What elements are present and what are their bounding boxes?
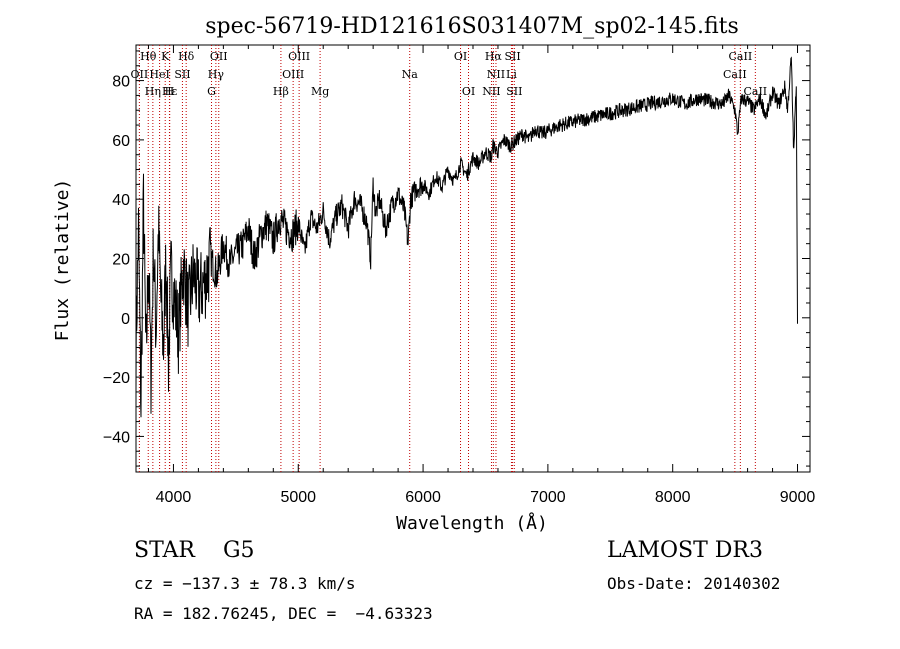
emission-line-label: CaII bbox=[723, 68, 747, 81]
emission-line-label: OIII bbox=[282, 68, 304, 81]
emission-line-label: OI bbox=[462, 85, 475, 98]
redshift-velocity: cz = −137.3 ± 78.3 km/s bbox=[134, 574, 356, 593]
emission-line-label: Li bbox=[506, 68, 517, 81]
observation-date: Obs-Date: 20140302 bbox=[607, 574, 781, 593]
emission-line-label: H bbox=[165, 85, 175, 98]
emission-line-label: K bbox=[161, 50, 170, 63]
emission-line-label: SII bbox=[506, 85, 522, 98]
x-tick-label: 5000 bbox=[280, 489, 316, 506]
emission-line-label: SII bbox=[504, 50, 520, 63]
emission-line-label: G bbox=[207, 85, 216, 98]
x-tick-label: 7000 bbox=[530, 489, 566, 506]
spectrum-series-line bbox=[135, 56, 798, 418]
emission-line-label: OII bbox=[210, 50, 228, 63]
chart-title: spec-56719-HD121616S031407M_sp02-145.fit… bbox=[205, 14, 739, 39]
emission-line-label: Hδ bbox=[178, 50, 195, 63]
x-tick-label: 8000 bbox=[655, 489, 691, 506]
y-axis-label: Flux (relative) bbox=[52, 179, 73, 342]
ra-dec-coordinates: RA = 182.76245, DEC = −4.63323 bbox=[134, 604, 433, 623]
y-tick-label: 80 bbox=[112, 74, 130, 91]
y-tick-label: −40 bbox=[103, 429, 130, 446]
emission-line-label: Hε bbox=[162, 85, 178, 98]
emission-line-label: SII bbox=[174, 68, 190, 81]
x-axis: 4000 5000 6000 7000 8000 9000 bbox=[147, 45, 816, 506]
emission-line-label: Hθ bbox=[140, 50, 157, 63]
x-tick-label: 4000 bbox=[156, 489, 192, 506]
emission-line-label: NII bbox=[482, 85, 500, 98]
x-tick-label: 9000 bbox=[780, 489, 816, 506]
emission-line-label: HeI bbox=[149, 68, 169, 81]
emission-lines bbox=[138, 45, 756, 472]
emission-line-label: Hη bbox=[145, 85, 161, 98]
x-axis-label: Wavelength (Å) bbox=[396, 512, 548, 534]
y-tick-label: 60 bbox=[112, 133, 130, 150]
emission-line-label: NII bbox=[487, 68, 505, 81]
survey-name: LAMOST DR3 bbox=[607, 538, 763, 563]
emission-line-label: OI bbox=[454, 50, 467, 63]
emission-line-label: OIII bbox=[288, 50, 310, 63]
y-tick-label: 0 bbox=[121, 311, 130, 328]
y-tick-label: −20 bbox=[103, 370, 130, 387]
emission-line-label: Hβ bbox=[273, 85, 289, 98]
emission-line-label: Hα bbox=[485, 50, 503, 63]
y-tick-label: 40 bbox=[112, 192, 130, 209]
emission-line-label: CaII bbox=[729, 50, 753, 63]
x-tick-label: 6000 bbox=[405, 489, 441, 506]
emission-line-label: Hγ bbox=[208, 68, 225, 81]
emission-line-label: OII bbox=[131, 68, 149, 81]
emission-line-label: CaII bbox=[743, 85, 767, 98]
star-class-label: STAR G5 bbox=[134, 538, 255, 563]
emission-line-label: Mg bbox=[311, 85, 329, 98]
emission-line-label: Na bbox=[402, 68, 419, 81]
plot-frame bbox=[135, 44, 811, 473]
y-tick-label: 20 bbox=[112, 252, 130, 269]
